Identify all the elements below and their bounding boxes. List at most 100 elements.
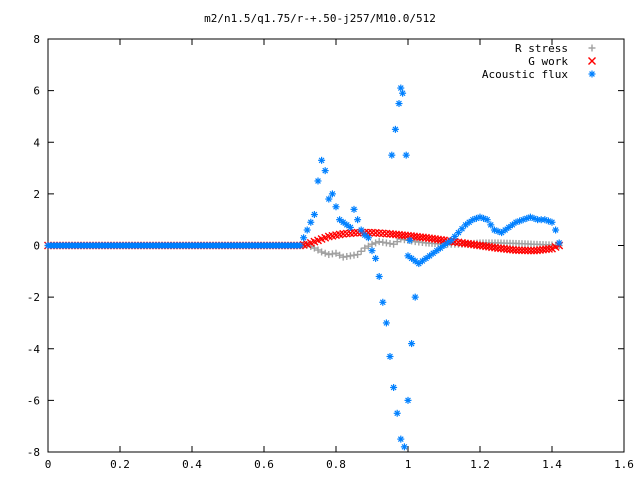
data-point [515, 246, 523, 255]
data-point [357, 247, 365, 255]
data-point [399, 89, 407, 97]
x-tick-label: 1.4 [542, 458, 562, 471]
data-point [505, 223, 513, 231]
chart-title: m2/n1.5/q1.75/r-+.50-j257/M10.0/512 [204, 12, 436, 25]
x-tick-label: 0 [45, 458, 52, 471]
data-point [501, 226, 509, 234]
data-point [548, 218, 556, 226]
data-point [310, 211, 318, 219]
data-point [422, 254, 430, 262]
data-point [336, 216, 344, 224]
data-point [508, 221, 516, 229]
data-point [372, 239, 380, 247]
data-point [524, 246, 532, 255]
data-point [426, 252, 434, 260]
data-point [429, 249, 437, 257]
y-tick-label: 0 [33, 240, 40, 253]
data-point [336, 251, 344, 259]
x-tick-label: 0.4 [182, 458, 202, 471]
data-point [458, 225, 466, 233]
y-tick-label: 8 [33, 33, 40, 46]
data-point [296, 242, 304, 249]
data-point [350, 205, 358, 213]
data-point [343, 221, 351, 229]
data-point [440, 242, 448, 249]
y-tick-label: -6 [27, 394, 40, 407]
data-point [393, 238, 401, 246]
series-acoustic-flux [44, 84, 563, 451]
data-point [314, 246, 322, 254]
data-point [390, 383, 398, 391]
data-point [391, 125, 399, 133]
data-point [418, 257, 426, 265]
data-point [408, 340, 416, 348]
data-point [397, 84, 405, 92]
x-tick-label: 1.6 [614, 458, 634, 471]
data-point [462, 221, 470, 229]
data-point [512, 246, 520, 255]
data-point [318, 248, 326, 256]
data-point [433, 247, 441, 255]
legend-label: G work [528, 55, 568, 68]
data-point [303, 226, 311, 234]
data-point [368, 247, 376, 255]
data-point [406, 236, 414, 244]
data-point [465, 218, 473, 226]
data-point [332, 203, 340, 211]
x-tick-label: 1 [405, 458, 412, 471]
y-tick-label: 4 [33, 136, 40, 149]
data-point [318, 156, 326, 164]
legend-label: R stress [515, 42, 568, 55]
data-point [404, 252, 412, 260]
data-point [386, 352, 394, 360]
data-point [361, 244, 369, 252]
data-point [339, 218, 347, 226]
legend-marker [588, 70, 596, 78]
y-tick-label: 2 [33, 188, 40, 201]
data-point [411, 257, 419, 265]
data-point [487, 221, 495, 229]
data-point [364, 242, 372, 250]
data-point [321, 167, 329, 175]
data-point [518, 246, 526, 255]
data-point [354, 216, 362, 224]
x-tick-label: 0.2 [110, 458, 130, 471]
data-point [332, 249, 340, 257]
data-point [395, 100, 403, 108]
x-tick-label: 1.2 [470, 458, 490, 471]
data-point [400, 443, 408, 451]
data-point [521, 246, 529, 255]
data-point [390, 240, 398, 248]
y-tick-label: -2 [27, 291, 40, 304]
data-point [436, 244, 444, 252]
data-point [552, 226, 560, 234]
data-point [379, 298, 387, 306]
y-tick-label: -8 [27, 446, 40, 459]
data-point [346, 223, 354, 231]
legend-marker [588, 57, 596, 65]
data-point [393, 409, 401, 417]
data-point [328, 190, 336, 198]
data-point [437, 235, 445, 244]
data-point [498, 229, 506, 237]
data-point [307, 243, 315, 251]
data-point [372, 254, 380, 262]
data-point [411, 293, 419, 301]
data-point [408, 254, 416, 262]
data-point [354, 251, 362, 259]
data-point [415, 260, 423, 268]
data-point [321, 249, 329, 257]
legend-marker [588, 44, 596, 52]
data-point [361, 231, 369, 239]
data-point [375, 272, 383, 280]
data-point [368, 240, 376, 248]
data-point [483, 216, 491, 224]
data-point [404, 396, 412, 404]
series-g-work [44, 228, 564, 255]
data-point [357, 226, 365, 234]
data-point [364, 234, 372, 242]
data-point [402, 151, 410, 159]
x-tick-label: 0.8 [326, 458, 346, 471]
legend-label: Acoustic flux [482, 68, 568, 81]
